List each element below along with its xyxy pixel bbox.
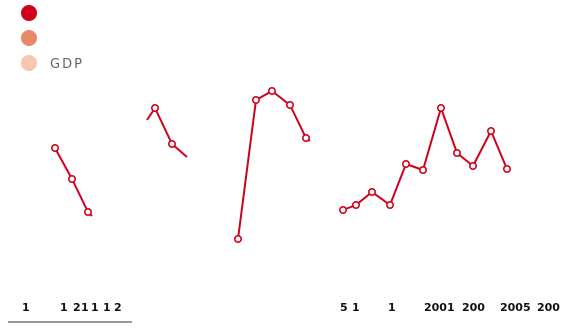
data-point[interactable] [385,201,394,210]
data-point[interactable] [234,235,243,244]
tick-labels-left: 1 1 2 1 1 1 2 [22,301,122,314]
tick-label: 1 [91,301,99,314]
data-point[interactable] [502,165,511,174]
data-point[interactable] [401,160,410,169]
tick-label: 200 [462,301,485,314]
data-point[interactable] [285,101,294,110]
data-point[interactable] [486,127,495,136]
data-point[interactable] [452,149,461,158]
legend-label-3: GDP [50,57,84,72]
data-point[interactable] [267,87,276,96]
legend-swatch-3 [21,55,37,71]
series-line-segment-3 [237,90,311,240]
series-layer [50,87,511,244]
series-line-segment-4 [340,107,508,211]
tick-label: 5 [340,301,348,314]
tick-label: 2 [73,301,81,314]
tick-label: 2 [114,301,122,314]
data-point[interactable] [68,175,77,184]
data-point[interactable] [252,96,261,105]
data-point[interactable] [168,140,177,149]
tick-label: 200 [537,301,560,314]
data-point[interactable] [367,188,376,197]
legend: GDP [21,5,84,72]
tick-labels-right: 5 1 1 2001 200 2005 200 [340,301,560,314]
data-point[interactable] [468,162,477,171]
tick-label: 1 [388,301,396,314]
data-point[interactable] [436,104,445,113]
data-point[interactable] [84,208,93,217]
legend-swatch-1 [21,5,37,21]
tick-label: 2005 [500,301,531,314]
data-point[interactable] [338,206,347,215]
tick-label: 1 [352,301,360,314]
data-point[interactable] [351,201,360,210]
legend-swatch-2 [21,30,37,46]
data-point[interactable] [50,144,59,153]
data-point[interactable] [418,166,427,175]
tick-label: 1 [60,301,68,314]
data-point[interactable] [151,104,160,113]
data-point[interactable] [301,134,310,143]
tick-label: 1 [81,301,89,314]
tick-label: 1 [103,301,111,314]
tick-label: 1 [22,301,30,314]
tick-label: 2001 [424,301,455,314]
series-line-segment-2 [146,107,188,158]
